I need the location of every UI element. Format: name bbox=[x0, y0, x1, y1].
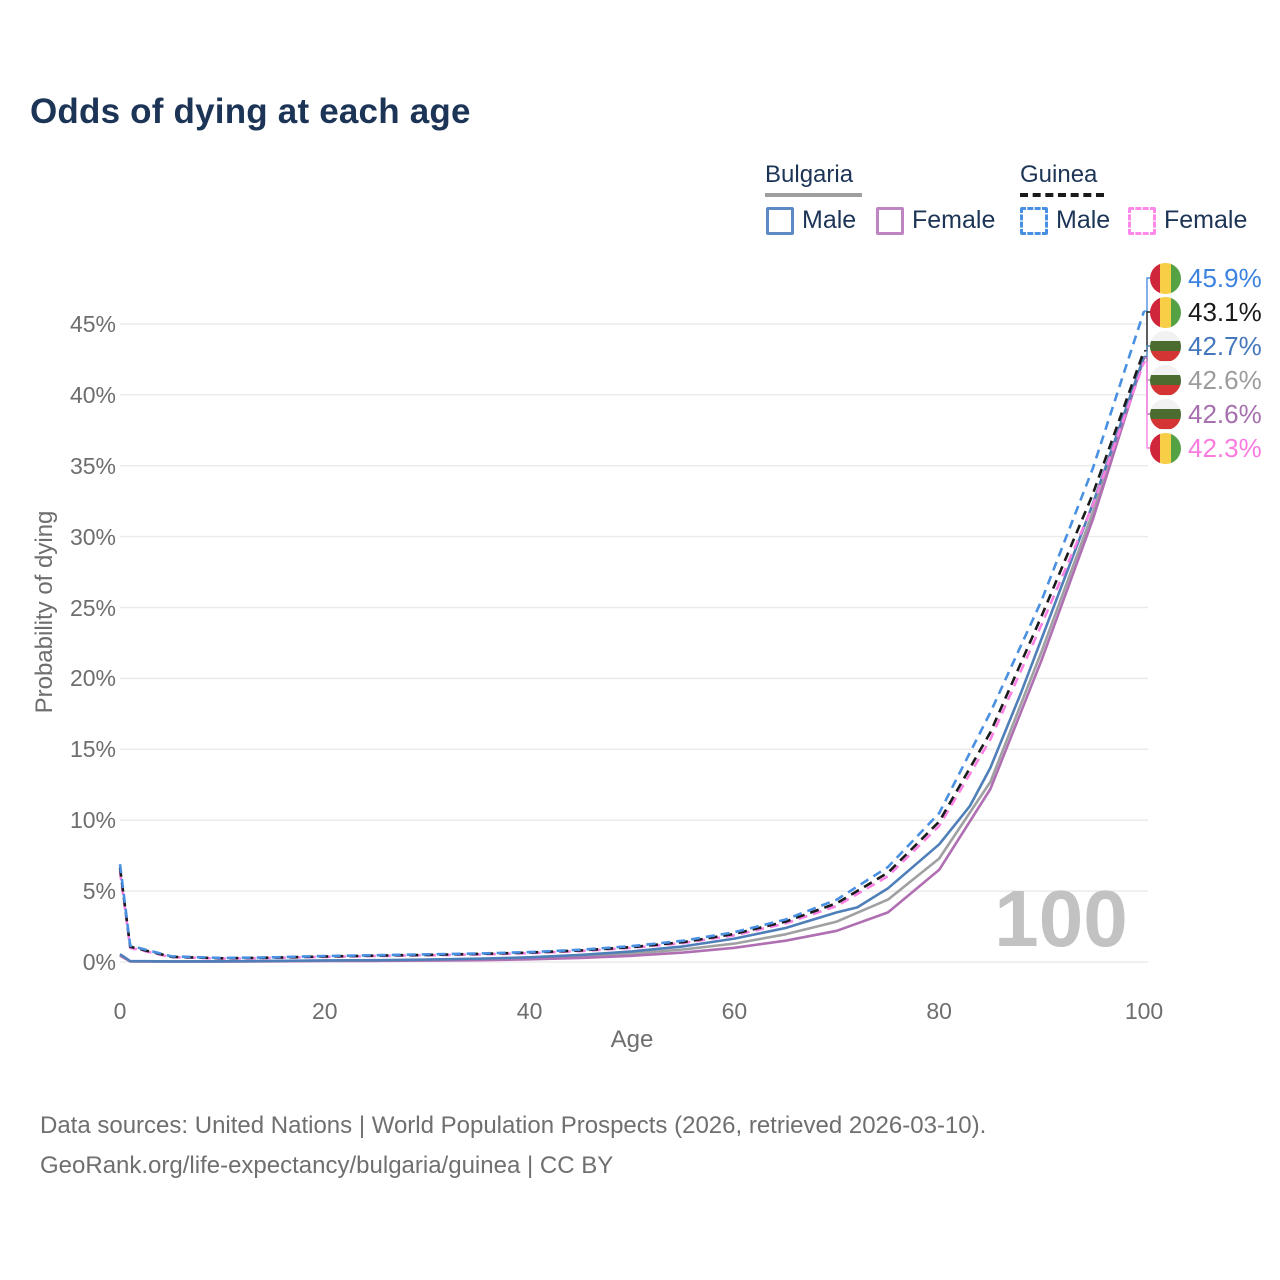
series-line-bulgaria-female bbox=[119, 357, 1146, 963]
end-label-value: 42.6% bbox=[1188, 398, 1262, 429]
y-tick-label: 10% bbox=[69, 807, 116, 834]
y-tick-label: 35% bbox=[69, 452, 116, 479]
legend-checkbox-bulgaria-female[interactable] bbox=[876, 207, 904, 235]
flag-icon-bulgaria bbox=[1150, 398, 1181, 430]
legend-label-bulgaria-female: Female bbox=[912, 206, 996, 234]
end-label-value: 45.9% bbox=[1188, 262, 1262, 293]
end-label-value: 42.3% bbox=[1188, 432, 1262, 463]
series-line-bulgaria-male bbox=[119, 356, 1146, 963]
end-label-value: 43.1% bbox=[1188, 296, 1262, 327]
legend-checkbox-guinea-male[interactable] bbox=[1020, 207, 1048, 235]
end-label-row-guinea-female: 42.3% bbox=[1150, 432, 1262, 464]
legend-underline-bulgaria bbox=[765, 193, 862, 197]
end-label-row-bulgaria-both: 42.6% bbox=[1150, 364, 1262, 396]
x-tick-label: 60 bbox=[721, 998, 748, 1024]
end-label-value: 42.6% bbox=[1188, 364, 1262, 395]
series-line-guinea-female bbox=[118, 361, 1146, 960]
end-label-row-guinea-male: 45.9% bbox=[1150, 262, 1262, 294]
series-line-guinea-male bbox=[118, 310, 1146, 960]
legend-label-bulgaria-male: Male bbox=[802, 206, 857, 234]
end-label-value: 42.7% bbox=[1188, 330, 1262, 361]
flag-icon-bulgaria bbox=[1150, 364, 1181, 396]
y-tick-label: 40% bbox=[69, 381, 116, 408]
flag-icon-guinea bbox=[1150, 296, 1181, 328]
x-tick-label: 20 bbox=[312, 998, 338, 1024]
flag-icon-guinea bbox=[1150, 262, 1181, 294]
x-tick-label: 0 bbox=[113, 998, 127, 1024]
y-tick-label: 15% bbox=[69, 736, 116, 763]
end-label-row-bulgaria-female: 42.6% bbox=[1150, 398, 1262, 430]
watermark-age-100: 100 bbox=[994, 874, 1127, 963]
y-tick-label: 45% bbox=[69, 310, 116, 337]
y-tick-label: 0% bbox=[82, 949, 116, 975]
x-axis-title: Age bbox=[610, 1026, 654, 1053]
series-line-bulgaria-both bbox=[119, 357, 1146, 963]
legend-group-bulgaria: Bulgaria bbox=[765, 161, 854, 188]
legend-label-guinea-female: Female bbox=[1164, 206, 1248, 234]
legend-underline-guinea bbox=[1020, 193, 1104, 197]
legend-checkbox-bulgaria-male[interactable] bbox=[766, 207, 794, 235]
footer-data-sources: Data sources: United Nations | World Pop… bbox=[40, 1112, 987, 1139]
legend-label-guinea-male: Male bbox=[1056, 206, 1111, 234]
footer: Data sources: United Nations | World Pop… bbox=[40, 1106, 986, 1186]
page-title: Odds of dying at each age bbox=[30, 92, 471, 131]
legend-group-guinea: Guinea bbox=[1020, 161, 1098, 188]
x-tick-label: 80 bbox=[926, 998, 952, 1024]
y-tick-label: 30% bbox=[69, 523, 116, 550]
flag-icon-bulgaria bbox=[1150, 330, 1181, 362]
end-label-row-bulgaria-male: 42.7% bbox=[1150, 330, 1262, 362]
end-label-row-guinea-both: 43.1% bbox=[1150, 296, 1262, 328]
y-axis-title: Probability of dying bbox=[31, 510, 58, 714]
x-tick-label: 40 bbox=[516, 998, 543, 1024]
footer-attribution: GeoRank.org/life-expectancy/bulgaria/gui… bbox=[40, 1152, 614, 1179]
y-tick-label: 20% bbox=[69, 665, 116, 692]
flag-icon-guinea bbox=[1150, 432, 1181, 464]
legend-checkbox-guinea-female[interactable] bbox=[1128, 207, 1156, 235]
y-tick-label: 25% bbox=[69, 594, 116, 621]
y-tick-label: 5% bbox=[82, 878, 116, 905]
series-line-guinea-both bbox=[118, 350, 1146, 960]
x-tick-label: 100 bbox=[1124, 998, 1164, 1024]
